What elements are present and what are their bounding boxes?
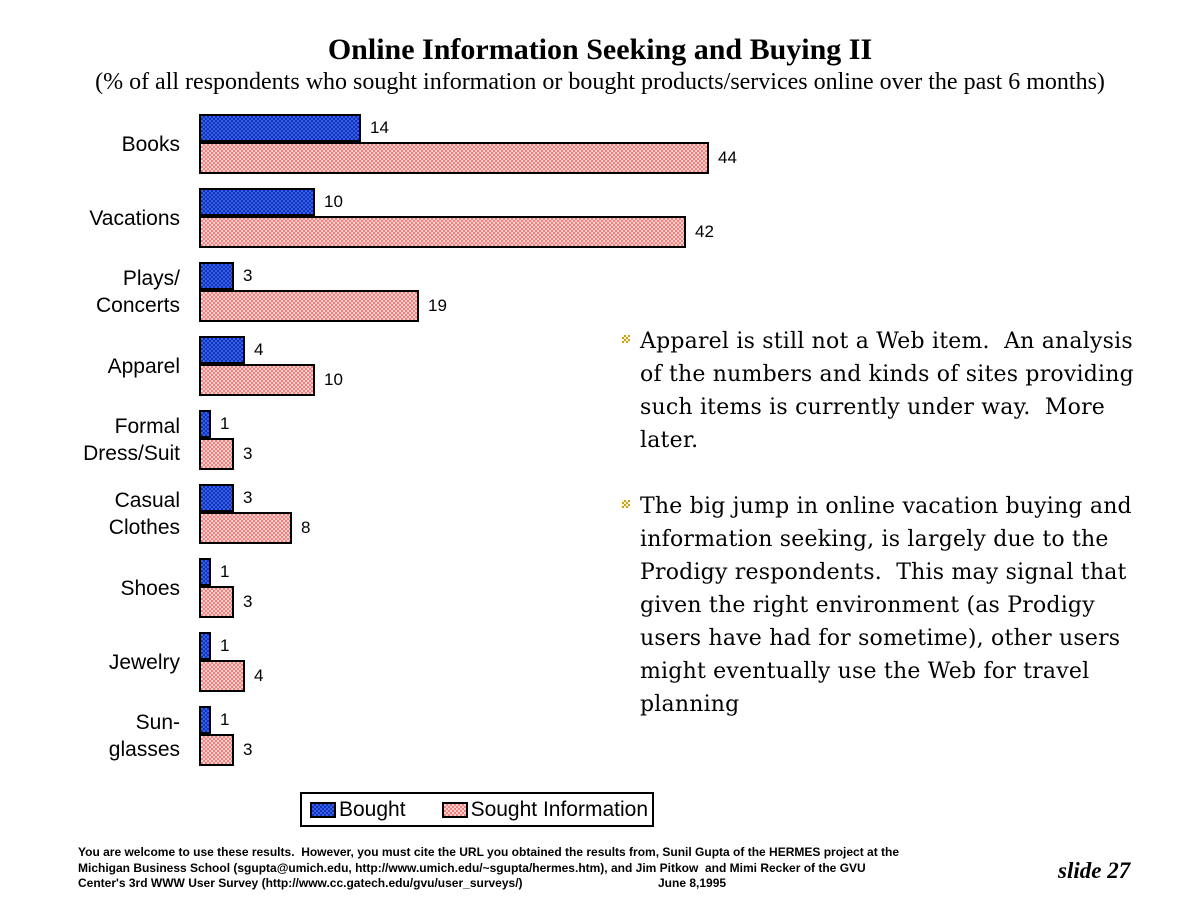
- bar-bought: [199, 262, 234, 290]
- value-label-sought: 8: [301, 518, 311, 537]
- value-label-sought: 44: [718, 148, 737, 167]
- bar-bought: [199, 410, 211, 438]
- bar-sought: [199, 512, 292, 544]
- value-label-sought: 10: [324, 370, 343, 389]
- category-label: Jewelry: [108, 650, 180, 674]
- category-label: Casual Clothes: [108, 489, 180, 539]
- slide-number: slide 27: [1058, 858, 1131, 883]
- legend-label-bought: Bought: [339, 797, 406, 821]
- page-title: Online Information Seeking and Buying II: [327, 33, 873, 66]
- bar-bought: [199, 632, 211, 660]
- value-label-bought: 1: [220, 562, 230, 581]
- bar-sought: [199, 364, 315, 396]
- bar-sought: [199, 290, 419, 322]
- value-label-bought: 4: [254, 340, 264, 359]
- legend-label-sought: Sought Information: [470, 797, 649, 821]
- value-label-bought: 3: [243, 488, 253, 507]
- bar-sought: [199, 142, 709, 174]
- value-label-sought: 3: [243, 740, 253, 759]
- value-label-sought: 19: [428, 296, 447, 315]
- legend-swatch-bought: [310, 801, 336, 818]
- category-label: Sun- glasses: [108, 711, 180, 761]
- bar-sought: [199, 438, 234, 470]
- value-label-bought: 1: [220, 636, 230, 655]
- note-bullet-1: Apparel is still not a Web item. An anal…: [622, 325, 1182, 457]
- category-label: Vacations: [89, 206, 180, 230]
- bar-sought: [199, 660, 245, 692]
- bullet-square-icon: [622, 500, 630, 508]
- bar-bought: [199, 706, 211, 734]
- bar-bought: [199, 558, 211, 586]
- value-label-bought: 1: [220, 414, 230, 433]
- citation-footer: You are welcome to use these results. Ho…: [78, 845, 900, 890]
- value-label-bought: 1: [220, 710, 230, 729]
- page-subtitle: (% of all respondents who sought informa…: [95, 69, 1105, 95]
- notes-panel: Apparel is still not a Web item. An anal…: [622, 325, 1182, 721]
- bar-sought: [199, 734, 234, 766]
- note-bullet-2: The big jump in online vacation buying a…: [622, 490, 1182, 721]
- category-label: Apparel: [107, 354, 180, 378]
- note-text-2: The big jump in online vacation buying a…: [640, 494, 1132, 717]
- value-label-sought: 4: [254, 666, 264, 685]
- value-label-sought: 3: [243, 592, 253, 611]
- legend-swatch-sought: [441, 801, 468, 818]
- value-label-sought: 3: [243, 444, 253, 463]
- bar-sought: [199, 216, 686, 248]
- bar-sought: [199, 586, 234, 618]
- chart-legend: Bought Sought Information: [300, 792, 654, 827]
- bar-bought: [199, 484, 234, 512]
- category-label: Books: [121, 132, 180, 156]
- value-label-sought: 42: [695, 222, 714, 241]
- footer-date: June 8,1995: [658, 876, 727, 890]
- bullet-square-icon: [622, 335, 630, 343]
- category-label: Plays/ Concerts: [95, 267, 180, 317]
- value-label-bought: 10: [324, 192, 343, 211]
- bar-bought: [199, 188, 315, 216]
- value-label-bought: 3: [243, 266, 253, 285]
- note-text-1: Apparel is still not a Web item. An anal…: [640, 329, 1134, 453]
- category-label: Formal Dress/Suit: [83, 415, 180, 465]
- category-label: Shoes: [120, 576, 180, 600]
- value-label-bought: 14: [370, 118, 389, 137]
- bar-bought: [199, 114, 361, 142]
- bar-bought: [199, 336, 245, 364]
